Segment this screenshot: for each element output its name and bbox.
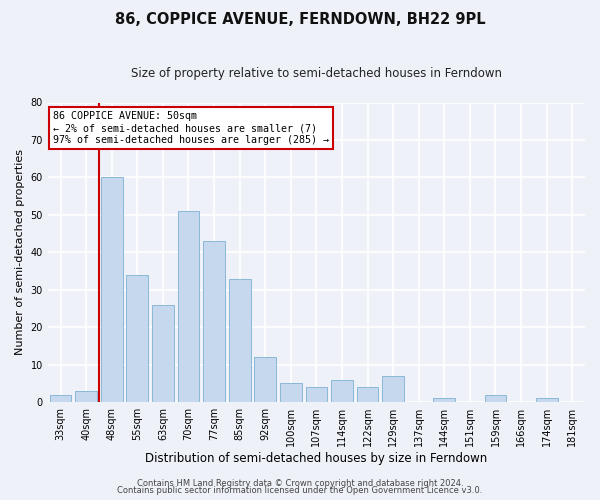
Bar — [331, 380, 353, 402]
Text: Contains HM Land Registry data © Crown copyright and database right 2024.: Contains HM Land Registry data © Crown c… — [137, 478, 463, 488]
Text: 86 COPPICE AVENUE: 50sqm
← 2% of semi-detached houses are smaller (7)
97% of sem: 86 COPPICE AVENUE: 50sqm ← 2% of semi-de… — [53, 112, 329, 144]
X-axis label: Distribution of semi-detached houses by size in Ferndown: Distribution of semi-detached houses by … — [145, 452, 488, 465]
Title: Size of property relative to semi-detached houses in Ferndown: Size of property relative to semi-detach… — [131, 68, 502, 80]
Bar — [203, 241, 225, 402]
Y-axis label: Number of semi-detached properties: Number of semi-detached properties — [15, 150, 25, 356]
Bar — [178, 211, 199, 402]
Bar — [101, 178, 122, 402]
Text: Contains public sector information licensed under the Open Government Licence v3: Contains public sector information licen… — [118, 486, 482, 495]
Bar — [229, 278, 251, 402]
Bar — [280, 384, 302, 402]
Bar — [305, 387, 327, 402]
Bar — [254, 358, 276, 402]
Bar — [433, 398, 455, 402]
Bar — [536, 398, 557, 402]
Bar — [382, 376, 404, 402]
Bar — [485, 394, 506, 402]
Bar — [356, 387, 379, 402]
Bar — [75, 391, 97, 402]
Bar — [152, 305, 174, 402]
Bar — [127, 275, 148, 402]
Bar — [50, 394, 71, 402]
Text: 86, COPPICE AVENUE, FERNDOWN, BH22 9PL: 86, COPPICE AVENUE, FERNDOWN, BH22 9PL — [115, 12, 485, 28]
